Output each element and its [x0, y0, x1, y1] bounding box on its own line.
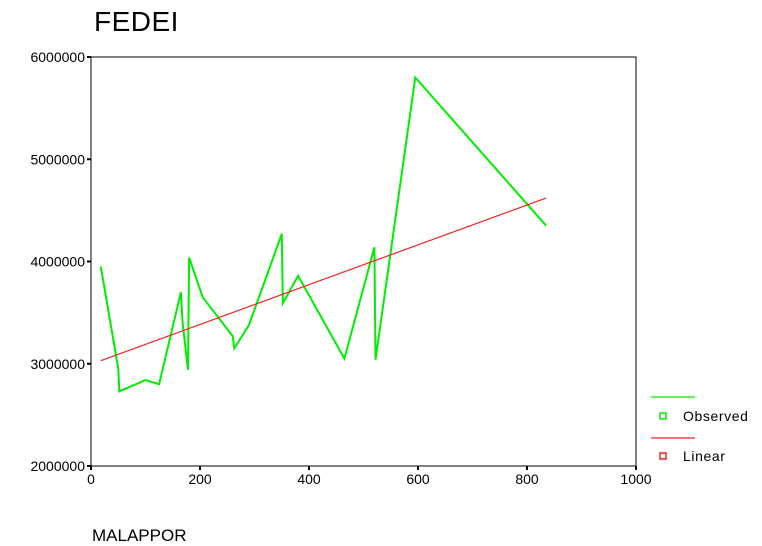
y-tick-label: 4000000 [30, 254, 85, 270]
legend-marker-linear [659, 452, 667, 460]
x-tick-label: 200 [188, 471, 212, 487]
legend-label-observed: Observed [683, 408, 749, 424]
x-tick-label: 1000 [620, 471, 651, 487]
y-tick-label: 6000000 [30, 49, 85, 65]
y-tick-label: 5000000 [30, 151, 85, 167]
series-line-linear [100, 197, 547, 362]
chart-title: FEDEI [94, 6, 179, 37]
y-tick-label: 3000000 [30, 356, 85, 372]
series-line-observed [99, 75, 547, 393]
x-tick-label: 800 [515, 471, 539, 487]
plot-area [90, 56, 637, 467]
x-axis-label: MALAPPOR [92, 526, 187, 545]
legend-label-linear: Linear [683, 448, 726, 464]
y-tick-label: 2000000 [30, 458, 85, 474]
x-tick-label: 600 [406, 471, 430, 487]
x-tick-label: 0 [87, 471, 95, 487]
x-tick-label: 400 [297, 471, 321, 487]
legend-marker-observed [659, 412, 667, 420]
